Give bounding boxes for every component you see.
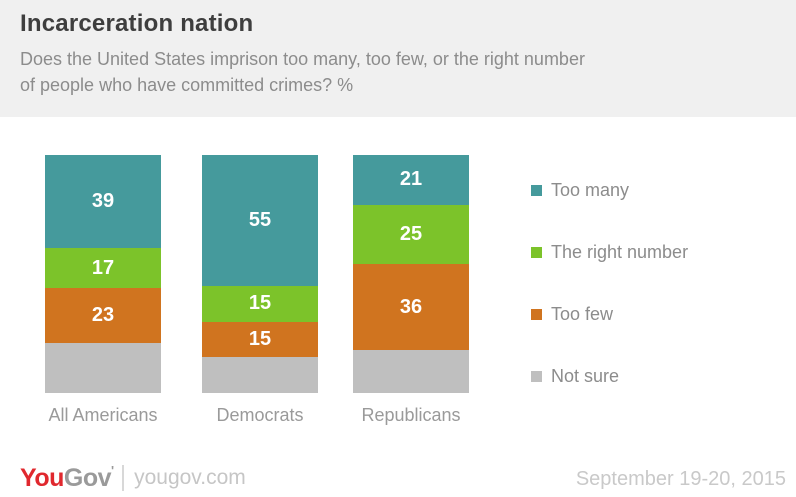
legend-swatch-icon [531,308,542,320]
legend-swatch-icon [531,184,542,196]
bar-segment-the-right-number: 15 [202,285,318,322]
legend-label: Too many [551,179,630,200]
legend-item-the-right-number: The right number [531,241,688,263]
bar-stack-republicans: 21 25 36 [353,155,469,393]
bar-segment-too-few: 36 [353,264,469,351]
bar-segment-too-few: 23 [45,288,161,343]
chart-legend: Too many The right number Too few Not sure [531,179,688,387]
yougov-logo-trademark-tick: ' [111,463,115,478]
bar-value-label: 17 [91,256,115,279]
bar-value-label: 39 [91,189,115,212]
bar-value-label: 25 [399,223,423,246]
bar-stack-all-americans: 39 17 23 [45,155,161,393]
logo-divider [122,465,125,491]
legend-swatch-icon [531,246,542,258]
bar-segment-too-many: 55 [202,155,318,286]
poll-date: September 19-20, 2015 [575,468,786,490]
bar-value-label: 36 [399,295,423,318]
chart-title: Incarceration nation [20,10,254,37]
bar-value-label: 21 [399,168,423,191]
legend-label: The right number [551,241,689,262]
bar-value-label: 15 [248,292,272,315]
bar-segment-too-many: 21 [353,155,469,205]
chart-subtitle-line-1: Does the United States imprison too many… [20,49,585,69]
legend-item-not-sure: Not sure [531,365,688,387]
bar-value-label: 15 [248,327,272,350]
bar-segment-the-right-number: 25 [353,204,469,265]
bar-column-republicans: 21 25 36 Republicans [353,155,469,426]
yougov-logo: You Gov ' yougov.com [20,464,246,492]
yougov-logo-you: You [20,463,64,492]
bar-value-label: 23 [91,304,115,327]
chart-subtitle-line-2: of people who have committed crimes? % [20,75,354,95]
legend-item-too-few: Too few [531,303,688,325]
bar-column-all-americans: 39 17 23 All Americans [45,155,161,426]
legend-label: Too few [551,303,614,324]
bar-column-democrats: 55 15 15 Democrats [202,155,318,426]
chart-header: Incarceration nation Does the United Sta… [0,0,796,117]
bar-segment-not-sure [202,357,318,393]
yougov-site-text: yougov.com [134,466,246,489]
bar-category-label: All Americans [48,405,158,425]
bar-segment-too-few: 15 [202,321,318,358]
bar-category-label: Democrats [216,405,304,425]
legend-label: Not sure [551,365,620,386]
legend-item-too-many: Too many [531,179,688,201]
bar-stack-democrats: 55 15 15 [202,155,318,393]
bar-segment-too-many: 39 [45,155,161,248]
bar-segment-not-sure [45,343,161,393]
yougov-logo-gov: Gov [63,463,112,492]
legend-swatch-icon [531,370,542,382]
bar-value-label: 55 [248,208,272,231]
chart-subtitle: Does the United States imprison too many… [20,46,585,98]
bar-segment-not-sure [353,350,469,393]
bar-category-label: Republicans [361,405,461,425]
bar-segment-the-right-number: 17 [45,247,161,289]
